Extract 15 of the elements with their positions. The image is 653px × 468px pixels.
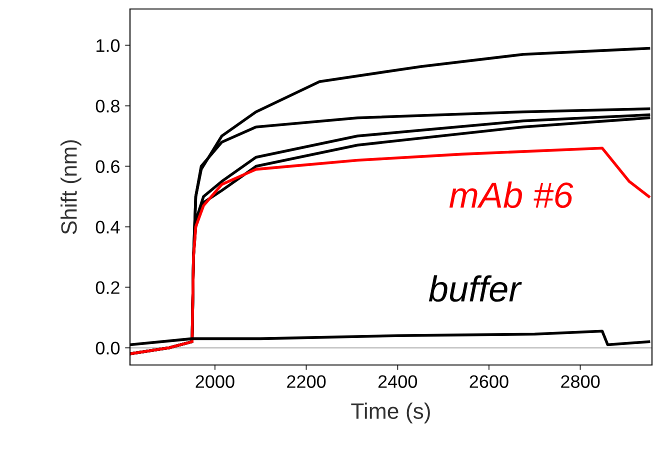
x-tick-label: 2200 <box>287 375 326 388</box>
y-tick-label: 0.0 <box>96 342 120 354</box>
x-tick-label: 2600 <box>470 375 508 388</box>
x-axis-title: Time (s) <box>351 402 430 424</box>
y-axis-title: Shift (nm) <box>60 140 82 234</box>
series-label: buffer <box>428 275 522 302</box>
y-tick-label: 0.8 <box>96 100 120 113</box>
x-tick-label: 2800 <box>561 375 600 388</box>
series-label: mAb #6 <box>449 182 574 208</box>
y-tick-label: 0.2 <box>96 281 120 294</box>
x-tick-label: 2400 <box>378 375 417 388</box>
x-tick-label: 2000 <box>196 375 234 388</box>
y-tick-label: 0.4 <box>96 220 120 234</box>
y-tick-label: 0.6 <box>96 160 120 173</box>
y-tick-label: 1.0 <box>96 39 120 52</box>
